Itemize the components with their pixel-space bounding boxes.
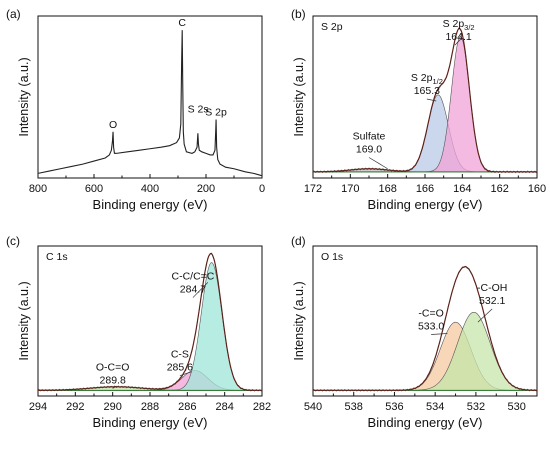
y-axis-label-d: Intensity (a.u.) [292,281,306,360]
panel-b: (b) S 2p 172 170 168 166 164 162 160 Binding ener… [291,7,546,212]
annotation-arrow-b-2 [454,39,461,46]
x-tick-label-c-5: 284 [215,401,233,413]
x-tick-label-d-0: 540 [304,401,322,413]
annotation-arrow-b-1 [426,98,437,102]
panel-c: (c) C 1s 294 292 290 288 286 284 282 Binding ener… [6,234,271,430]
panel-title-d: O 1s [321,251,343,263]
survey-spectrum-line [38,30,262,177]
annotation-subscript: 1/2 [432,77,442,86]
x-tick-label-b-1: 170 [341,183,359,195]
annotation-arrow-c-0 [112,385,117,389]
x-tick-label-c-1: 292 [66,401,84,413]
plot-area-c [38,252,262,392]
raw-data-b [313,27,537,174]
x-tick-label-c-4: 286 [178,401,196,413]
peak-component-b-1 [313,94,537,173]
y-axis-label-a: Intensity (a.u.) [17,57,31,136]
peak-annotation-a-3: S 2p [205,106,227,118]
panel-label-c: (c) [6,234,20,248]
x-tick-label-a-0: 800 [29,183,47,195]
x-tick-label-a-4: 0 [259,183,265,195]
peak-annotation-c-1-0: C-S [171,349,189,361]
peak-annotation-c-2-0: C-C/C=C [171,271,214,283]
peak-annotation-d-0-0: -C=O [418,307,443,319]
x-axis-label-a: Binding energy (eV) [93,197,208,212]
peak-annotation-a-1: C [178,17,186,29]
plot-frame-a [37,15,263,179]
x-tick-label-a-1: 600 [85,183,103,195]
peak-annotation-c-0-0: O-C=O [96,361,130,373]
x-tick-label-d-2: 536 [385,401,403,413]
x-tick-label-d-3: 534 [426,401,444,413]
peak-annotation-b-0-1: 169.0 [356,144,382,156]
peak-annotation-a-0: O [109,119,117,131]
peak-annotation-c-1-1: 285.6 [167,362,193,374]
x-tick-label-d-5: 530 [507,401,525,413]
x-axis-label-d: Binding energy (eV) [368,415,483,430]
peak-annotation-a-2: S 2s [188,103,209,115]
y-axis-label-c: Intensity (a.u.) [17,281,31,360]
peak-annotation-d-0-1: 533.0 [418,320,444,332]
x-tick-label-a-3: 200 [197,183,215,195]
plot-area-b [313,27,537,174]
x-tick-label-b-5: 162 [490,183,508,195]
annotation-main: S 2p [443,18,465,30]
annotation-arrow-b-0 [368,157,388,170]
x-tick-label-b-2: 168 [378,183,396,195]
peak-component-c-2 [38,262,262,391]
x-tick-label-c-6: 282 [253,401,271,413]
plot-area-a [38,30,262,177]
annotation-arrow-c-1 [179,371,192,376]
annotation-arrow-d-0 [431,333,448,335]
plot-frame-d [312,245,538,397]
panel-label-a: (a) [6,7,21,21]
annotation-subscript: 3/2 [464,23,474,32]
panel-d: (d) O 1s 540 538 536 534 532 530 Binding energy … [291,234,538,430]
raw-data-c [38,252,262,392]
peak-annotation-b-1-1: 165.3 [414,85,440,97]
y-axis-label-b: Intensity (a.u.) [292,57,306,136]
panel-title-b: S 2p [321,21,343,33]
panel-a: (a) 800 600 400 200 0 Binding energy (eV) Inten… [6,7,265,212]
annotation-main: S 2p [411,72,433,84]
x-tick-label-d-4: 532 [467,401,485,413]
x-tick-label-d-1: 538 [345,401,363,413]
x-tick-label-a-2: 400 [141,183,159,195]
x-tick-label-b-0: 172 [304,183,322,195]
peak-annotation-d-1-0: -C-OH [477,282,507,294]
panel-label-b: (b) [291,7,306,21]
x-tick-label-b-4: 164 [453,183,471,195]
peak-annotation-b-2-0: S 2p3/2 [443,18,475,32]
peak-annotation-b-0-0: Sulfate [353,131,386,143]
peak-annotation-c-2-1: 284.7 [180,284,206,296]
x-tick-label-c-2: 290 [103,401,121,413]
x-axis-label-c: Binding energy (eV) [93,415,208,430]
x-tick-label-c-3: 288 [141,401,159,413]
x-tick-label-b-6: 160 [528,183,546,195]
peak-annotation-d-1-1: 532.1 [479,295,505,307]
panel-label-d: (d) [291,234,306,248]
annotation-arrow-c-2 [192,282,209,298]
peak-annotation-b-2-1: 164.1 [445,31,471,43]
plot-area-d [313,265,537,392]
x-axis-label-b: Binding energy (eV) [368,197,483,212]
peak-annotation-b-1-0: S 2p1/2 [411,72,443,86]
x-tick-label-b-3: 166 [416,183,434,195]
annotation-arrow-d-1 [477,308,493,323]
x-tick-label-c-0: 294 [29,401,47,413]
raw-data-d [313,265,537,392]
peak-annotation-c-0-1: 289.8 [100,374,126,386]
panel-title-c: C 1s [46,251,68,263]
